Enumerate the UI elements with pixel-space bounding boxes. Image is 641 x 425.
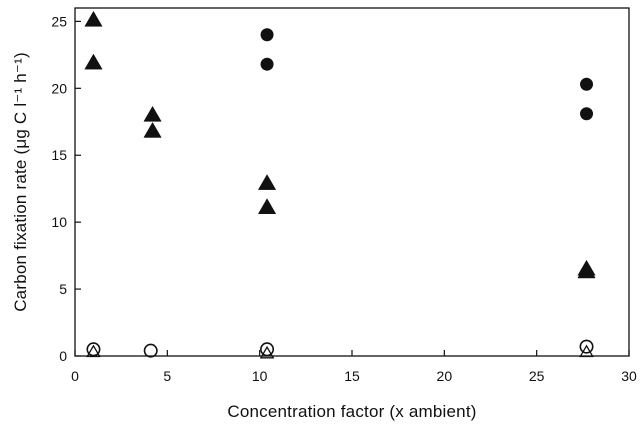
x-tick-label-4: 20 xyxy=(437,368,453,384)
filled-triangle-point-0-7 xyxy=(577,262,596,279)
filled-circle-point-1-2 xyxy=(580,77,594,91)
x-tick-label-5: 25 xyxy=(529,368,545,384)
filled-triangle-point-0-2 xyxy=(143,105,162,122)
data-marks xyxy=(84,10,596,359)
filled-triangle-point-0-4 xyxy=(257,174,277,190)
filled-triangle-point-0-3 xyxy=(143,121,162,138)
axis-tick-labels: 0 5 10 15 20 25 30 0 5 10 15 20 25 xyxy=(51,13,637,384)
axis-ticks xyxy=(74,20,630,357)
open-triangle-point-3-1 xyxy=(259,345,275,359)
filled-circle-point-1-0 xyxy=(260,28,274,42)
x-axis-label: Concentration factor (x ambient) xyxy=(227,402,476,421)
open-circle-point-2-1 xyxy=(143,343,158,358)
x-tick-label-6: 30 xyxy=(621,368,637,384)
y-tick-label-2: 10 xyxy=(51,214,67,230)
x-tick-label-2: 10 xyxy=(252,368,268,384)
open-circle-point-2-3 xyxy=(579,339,594,354)
filled-circle-point-1-1 xyxy=(260,57,274,71)
x-tick-label-0: 0 xyxy=(71,368,79,384)
y-axis-label: Carbon fixation rate (μg C l⁻¹ h⁻¹) xyxy=(11,52,30,312)
y-tick-label-5: 25 xyxy=(51,13,67,29)
open-triangle-point-3-0 xyxy=(86,344,101,358)
filled-triangle-point-0-1 xyxy=(84,53,103,70)
filled-triangle-point-0-5 xyxy=(257,198,277,214)
filled-triangle-point-0-0 xyxy=(84,10,103,27)
open-circle-point-2-2 xyxy=(260,342,275,357)
filled-circle-point-1-3 xyxy=(580,107,594,121)
x-tick-label-1: 5 xyxy=(163,368,171,384)
open-circle-point-2-0 xyxy=(86,342,101,357)
plot-frame xyxy=(74,7,630,357)
y-tick-label-3: 15 xyxy=(51,147,67,163)
x-tick-label-3: 15 xyxy=(344,368,360,384)
y-tick-label-1: 5 xyxy=(59,281,67,297)
y-tick-label-0: 0 xyxy=(59,348,67,364)
y-tick-label-4: 20 xyxy=(51,80,67,96)
open-triangle-point-3-2 xyxy=(579,344,594,358)
